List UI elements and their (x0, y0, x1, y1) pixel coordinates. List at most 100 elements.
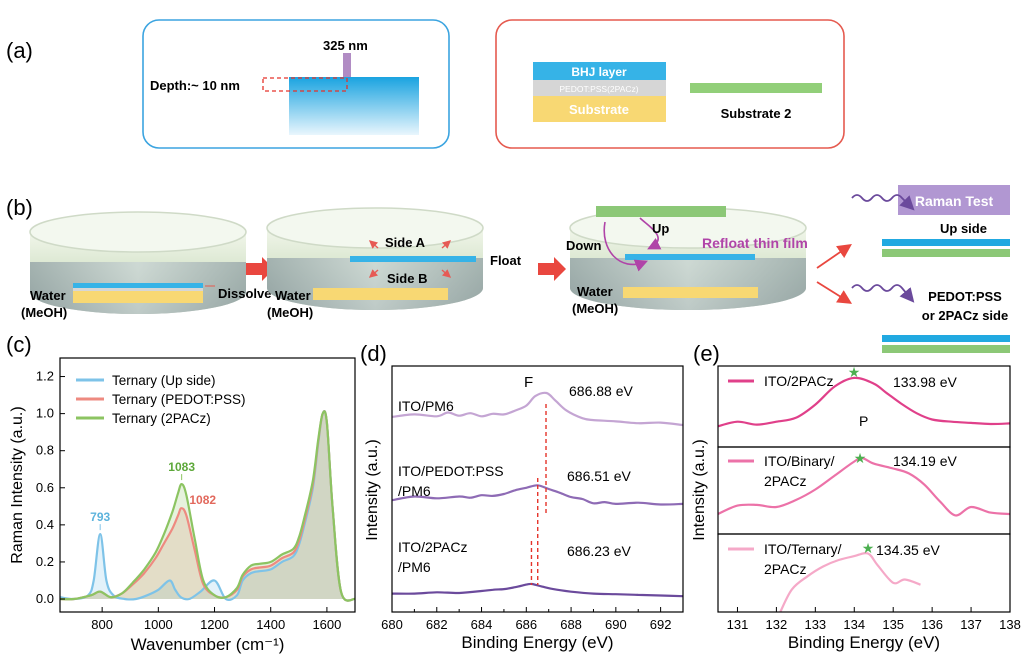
x-tick-label: 138 (999, 617, 1021, 632)
x-tick-label: 134 (843, 617, 865, 632)
series-line-2 (779, 552, 921, 613)
star-marker: ★ (848, 364, 861, 380)
panel-label-d: (d) (360, 341, 387, 366)
up-side-substrate (882, 249, 1010, 257)
step-arrow-2 (538, 257, 566, 281)
panel-label-e: (e) (693, 341, 720, 366)
series-label-0: ITO/2PACz (764, 373, 834, 389)
plot-frame (59, 357, 356, 613)
water-label-2: Water (275, 288, 311, 303)
dish-2 (266, 207, 484, 310)
element-label: P (859, 413, 868, 429)
series-line-0 (717, 376, 1011, 428)
peak-label-1: 134.19 eV (893, 453, 957, 469)
legend-label-0: Ternary (Up side) (112, 373, 216, 388)
x-axis-label: Wavenumber (cm⁻¹) (131, 635, 285, 654)
series-label-1: /PM6 (398, 483, 431, 499)
side-b-label: Side B (387, 271, 427, 286)
panel-label-b: (b) (6, 195, 33, 220)
annotation-793: 793 (90, 510, 110, 524)
y-tick-label: 1.0 (36, 406, 54, 421)
film-block (289, 77, 419, 135)
substrate-2 (690, 83, 822, 93)
series-line-2 (59, 410, 356, 602)
x-tick-label: 682 (426, 617, 448, 632)
subplot-frame-0 (717, 365, 1011, 448)
substrate-layer-label: Substrate (569, 102, 629, 117)
x-tick-label: 136 (921, 617, 943, 632)
y-tick-label: 0.4 (36, 517, 54, 532)
series-fill-0 (60, 411, 355, 601)
peak-label-0: 686.88 eV (569, 383, 633, 399)
x-axis-label: Binding Energy (eV) (788, 633, 940, 652)
x-tick-label: 1600 (312, 617, 341, 632)
raman-test-label: Raman Test (915, 193, 994, 209)
up-side-label: Up side (940, 221, 987, 236)
x-tick-label: 135 (882, 617, 904, 632)
series-label-2: /PM6 (398, 559, 431, 575)
pedot-side-substrate (882, 345, 1010, 353)
peak-label-2: 686.23 eV (567, 543, 631, 559)
x-tick-label: 800 (91, 617, 113, 632)
x-tick-label: 1200 (200, 617, 229, 632)
series-label-0: ITO/PM6 (398, 398, 454, 414)
series-label-1: ITO/Binary/ (764, 453, 835, 469)
laser-wavelength: 325 nm (323, 38, 368, 53)
x-tick-label: 137 (960, 617, 982, 632)
substrate-layer (533, 96, 666, 122)
refloat-label: Refloat thin film (702, 235, 808, 251)
xps-f-chart: F ITO/PM6 686.88 eV ITO/PEDOT:PSS/PM6 686.51… (364, 365, 684, 652)
annotation-1082: 1082 (189, 493, 216, 507)
pedot-layer-label: PEDOT:PSS(2PACz) (559, 84, 638, 94)
legend-label-1: Ternary (PEDOT:PSS) (112, 392, 246, 407)
subplot-frame-2 (717, 533, 1011, 613)
raman-wave-2 (851, 284, 915, 303)
plot-frame (391, 365, 684, 613)
depth-label: Depth:~ 10 nm (150, 78, 240, 93)
element-label: F (524, 374, 533, 391)
y-tick-label: 0.0 (36, 591, 54, 606)
x-tick-label: 688 (560, 617, 582, 632)
x-tick-label: 680 (381, 617, 403, 632)
x-tick-label: 1000 (144, 617, 173, 632)
water-label-3: Water (577, 284, 613, 299)
x-tick-label: 133 (804, 617, 826, 632)
peak-label-2: 134.35 eV (876, 542, 940, 558)
dish-3 (569, 206, 807, 310)
star-marker: ★ (854, 450, 867, 466)
y-axis-label: Intensity (a.u.) (364, 439, 381, 540)
x-tick-label: 132 (766, 617, 788, 632)
peak-label-1: 686.51 eV (567, 468, 631, 484)
raman-test-box (898, 185, 1010, 215)
x-tick-label: 1400 (256, 617, 285, 632)
x-tick-label: 686 (515, 617, 537, 632)
x-tick-label: 692 (650, 617, 672, 632)
x-tick-label: 690 (605, 617, 627, 632)
pedot-side-label-1: PEDOT:PSS (928, 289, 1002, 304)
panel-label-a: (a) (6, 38, 33, 63)
peak-label-0: 133.98 eV (893, 374, 957, 390)
up-label: Up (652, 221, 669, 236)
depth-marker (262, 77, 348, 92)
legend-label-2: Ternary (2PACz) (112, 411, 211, 426)
y-axis-label: Raman Intensity (a.u.) (9, 406, 26, 563)
dish-1 (29, 211, 247, 314)
y-tick-label: 0.8 (36, 443, 54, 458)
y-tick-label: 0.2 (36, 554, 54, 569)
laser-beam (343, 53, 351, 91)
branch-arrow-down (816, 281, 853, 304)
series-label-2: ITO/2PACz (398, 539, 468, 555)
series-label-1: ITO/PEDOT:PSS (398, 463, 504, 479)
meoh-label-3: (MeOH) (572, 301, 618, 316)
x-tick-label: 131 (727, 617, 749, 632)
series-line-0 (391, 391, 684, 427)
bhj-layer-label: BHJ layer (571, 65, 627, 79)
side-a-label: Side A (385, 235, 426, 250)
series-line-1 (717, 456, 1011, 517)
down-label: Down (566, 238, 601, 253)
raman-chart: 800 1000 1200 1400 1600 0.0 0.2 0.4 0.6 0.8 1.0 1.2… (9, 357, 356, 654)
series-label-2: 2PACz (764, 561, 807, 577)
pedot-side-label-2: or 2PACz side (922, 308, 1008, 323)
pedot-side-film (882, 335, 1010, 342)
